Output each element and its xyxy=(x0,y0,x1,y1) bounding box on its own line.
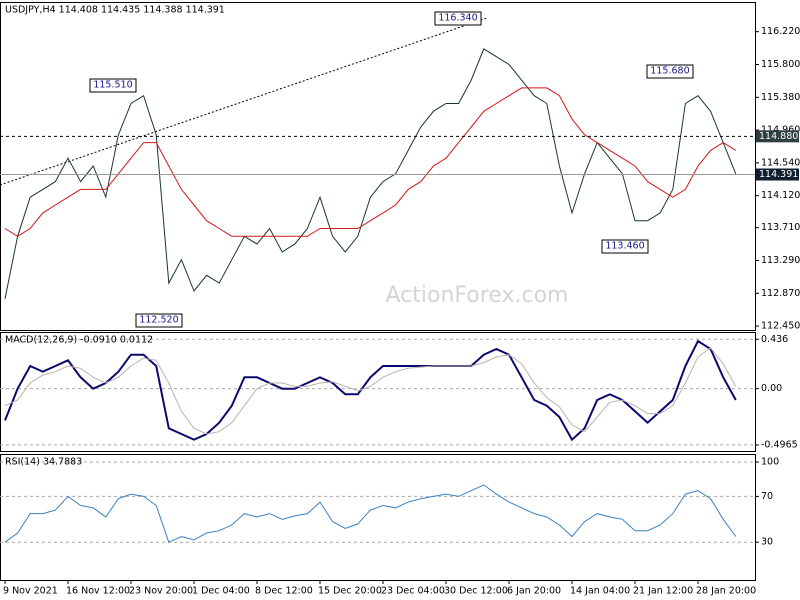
x-tick-label: 6 Jan 20:00 xyxy=(507,586,561,597)
annotation: 116.340 xyxy=(438,13,477,24)
panel-title: MACD(12,26,9) -0.0910 0.0112 xyxy=(5,335,153,346)
y-tick-label: 116.220 xyxy=(761,26,800,37)
watermark: ActionForex.com xyxy=(386,283,569,308)
series-line xyxy=(4,48,737,299)
y-tick-label: 70 xyxy=(761,491,773,502)
panel-title: RSI(14) 34.7883 xyxy=(5,457,82,468)
panel-frame xyxy=(0,2,756,331)
y-tick-label: 115.380 xyxy=(761,92,800,103)
trend-line xyxy=(0,17,488,186)
x-tick-label: 23 Dec 04:00 xyxy=(381,586,445,597)
annotation: 113.460 xyxy=(605,241,644,252)
x-tick-label: 14 Jan 04:00 xyxy=(570,586,630,597)
x-tick-label: 28 Jan 20:00 xyxy=(696,586,756,597)
panel-frame xyxy=(0,454,756,581)
x-tick-label: 9 Nov 2021 xyxy=(3,586,58,597)
y-tick-label: 113.290 xyxy=(761,255,800,266)
series-line xyxy=(4,484,737,543)
y-tick-label: -0.4965 xyxy=(761,439,798,450)
panel-title: USDJPY,H4 114.408 114.435 114.388 114.39… xyxy=(5,5,225,16)
annotation: 115.680 xyxy=(650,66,689,77)
annotation-box xyxy=(601,239,649,254)
y-tick-label: 113.710 xyxy=(761,222,800,233)
level-label: 114.391 xyxy=(759,169,798,180)
y-tick-label: 0.436 xyxy=(761,334,788,345)
annotation: 115.510 xyxy=(93,80,132,91)
y-tick-label: 100 xyxy=(761,457,779,468)
x-tick-label: 15 Dec 20:00 xyxy=(318,586,382,597)
y-tick-label: 114.120 xyxy=(761,190,800,201)
y-tick-label: 112.450 xyxy=(761,321,800,332)
y-tick-label: 114.540 xyxy=(761,157,800,168)
series-line xyxy=(4,87,737,237)
level-box xyxy=(756,130,799,143)
x-tick-label: 8 Dec 12:00 xyxy=(255,586,313,597)
panel-frame xyxy=(0,332,756,452)
annotation-box xyxy=(646,64,694,79)
y-tick-label: 115.800 xyxy=(761,59,800,70)
annotation-box xyxy=(434,11,482,26)
annotation: 112.520 xyxy=(139,315,178,326)
y-tick-label: 112.870 xyxy=(761,288,800,299)
annotation-box xyxy=(89,78,137,93)
annotation-box xyxy=(135,313,183,328)
x-tick-label: 16 Nov 12:00 xyxy=(66,586,130,597)
x-tick-label: 1 Dec 04:00 xyxy=(192,586,250,597)
level-box xyxy=(756,168,799,181)
x-tick-label: 21 Jan 12:00 xyxy=(633,586,693,597)
y-tick-label: 114.960 xyxy=(761,125,800,136)
x-tick-label: 23 Nov 20:00 xyxy=(129,586,193,597)
series-line xyxy=(4,339,737,442)
x-tick-label: 30 Dec 12:00 xyxy=(444,586,508,597)
level-label: 114.880 xyxy=(759,131,798,142)
y-tick-label: 0.00 xyxy=(761,383,782,394)
y-tick-label: 30 xyxy=(761,537,773,548)
series-line xyxy=(4,347,737,435)
